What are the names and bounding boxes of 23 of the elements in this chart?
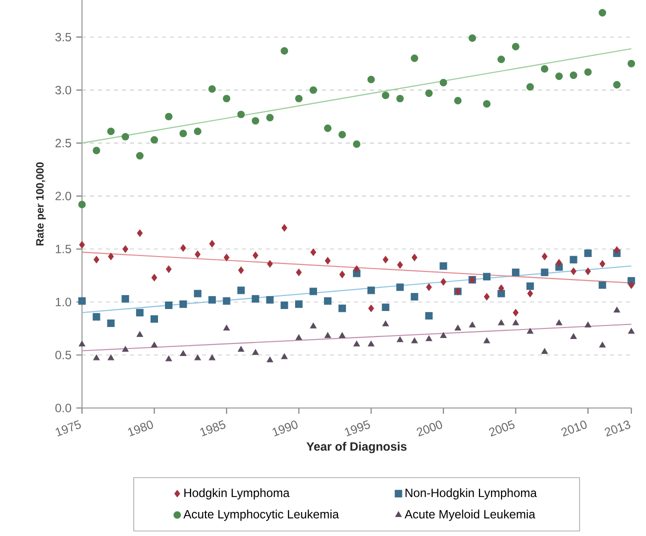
y-tick-label: 2.0 (56, 192, 72, 200)
legend-label: Acute Myeloid Leukemia (404, 510, 536, 521)
x-tick-label: 1995 (344, 420, 370, 436)
y-axis-title: Rate per 100,000 (36, 162, 46, 246)
x-tick-label: 2013 (604, 420, 630, 437)
y-tick-label: 2.5 (56, 138, 72, 148)
x-tick-label: 1980 (128, 420, 153, 436)
x-tick-label: 1975 (56, 420, 81, 436)
y-tick-label: 1.0 (56, 298, 72, 306)
x-tick-label: 2005 (489, 420, 515, 437)
legend-label: Acute Lymphocytic Leukemia (183, 510, 339, 521)
y-tick-label: 0.5 (55, 350, 72, 360)
legend-label: Hodgkin Lymphoma (184, 488, 290, 500)
legend-label: Non-Hodgkin Lymphoma (406, 488, 537, 500)
y-tick-label: 3.5 (55, 32, 72, 42)
y-tick-label: 3.0 (55, 86, 72, 94)
x-tick-label: 2000 (416, 420, 442, 437)
x-axis-title: Year of Diagnosis (306, 442, 407, 454)
y-tick-label: 1.5 (56, 244, 72, 254)
y-tick-label: 0.0 (55, 404, 72, 412)
x-tick-label: 1990 (272, 420, 298, 436)
x-tick-label: 1985 (200, 420, 226, 436)
x-tick-label: 2010 (561, 420, 587, 437)
